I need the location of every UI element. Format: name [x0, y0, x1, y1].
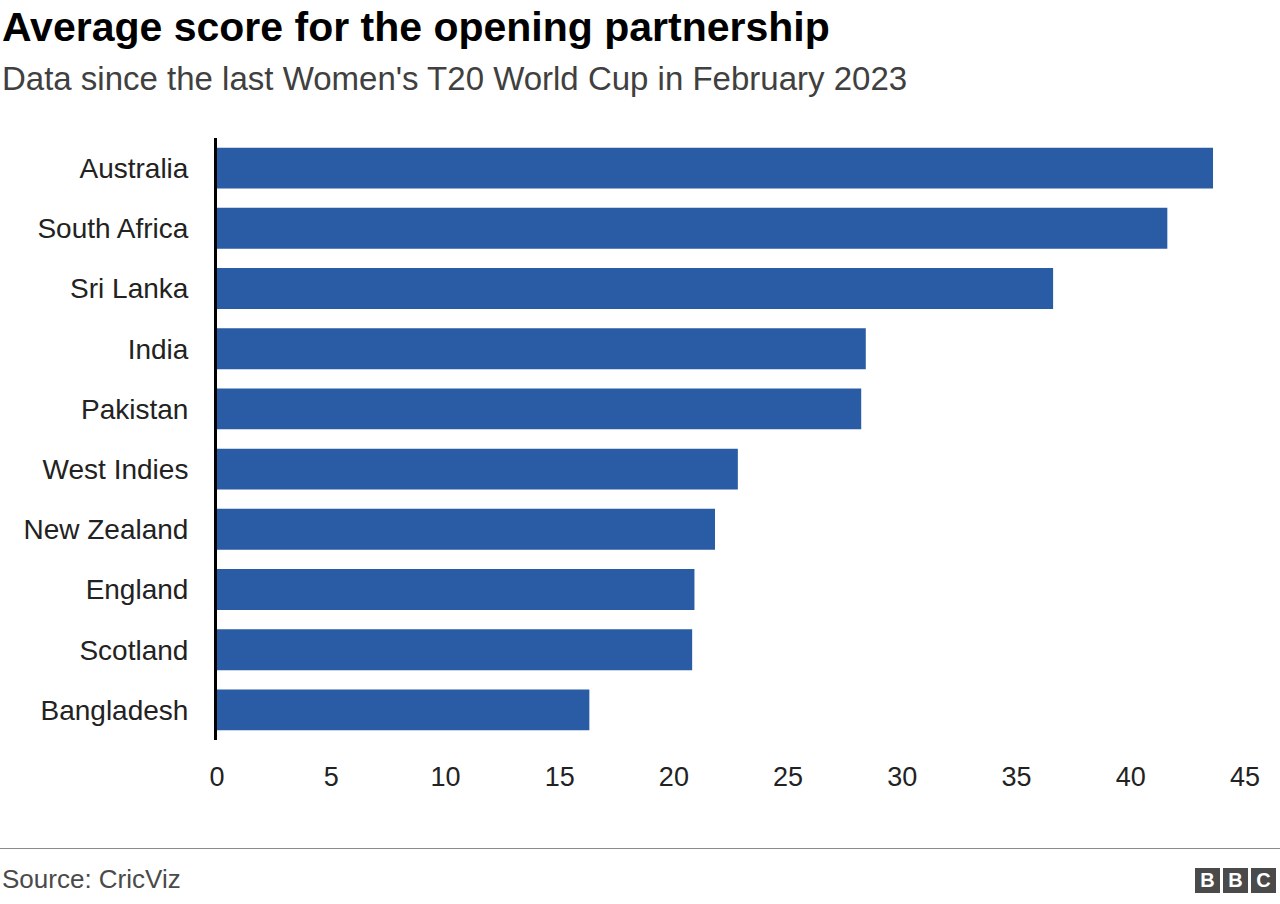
- html-text:Data since the last Women's T2: Data since the last Women's T20 World Cu…: [2, 60, 908, 97]
- svg-text:40: 40: [1116, 762, 1146, 792]
- svg-text:England: England: [86, 574, 189, 605]
- svg-text:30: 30: [887, 762, 917, 792]
- svg-text:Bangladesh: Bangladesh: [40, 695, 188, 726]
- svg-text:Sri Lanka: Sri Lanka: [70, 273, 189, 304]
- html-text:Average score for the opening: Average score for the opening partnershi…: [2, 4, 830, 50]
- svg-text:20: 20: [659, 762, 689, 792]
- svg-text:35: 35: [1002, 762, 1032, 792]
- svg-text:10: 10: [430, 762, 460, 792]
- svg-text:South Africa: South Africa: [37, 213, 188, 244]
- html-text:C: C: [1256, 869, 1271, 891]
- html-text:B: B: [1200, 869, 1215, 891]
- svg-text:5: 5: [324, 762, 339, 792]
- svg-text:Australia: Australia: [79, 153, 188, 184]
- svg-text:India: India: [128, 334, 189, 365]
- svg-text:New Zealand: New Zealand: [23, 514, 188, 545]
- svg-text:15: 15: [545, 762, 575, 792]
- svg-text:0: 0: [209, 762, 224, 792]
- svg-text:Pakistan: Pakistan: [81, 394, 188, 425]
- svg-text:25: 25: [773, 762, 803, 792]
- svg-text:Scotland: Scotland: [79, 635, 188, 666]
- html-text:Source: CricViz: Source: CricViz: [2, 864, 181, 894]
- svg-text:45: 45: [1230, 762, 1260, 792]
- svg-text:West Indies: West Indies: [43, 454, 189, 485]
- html-text:B: B: [1228, 869, 1243, 891]
